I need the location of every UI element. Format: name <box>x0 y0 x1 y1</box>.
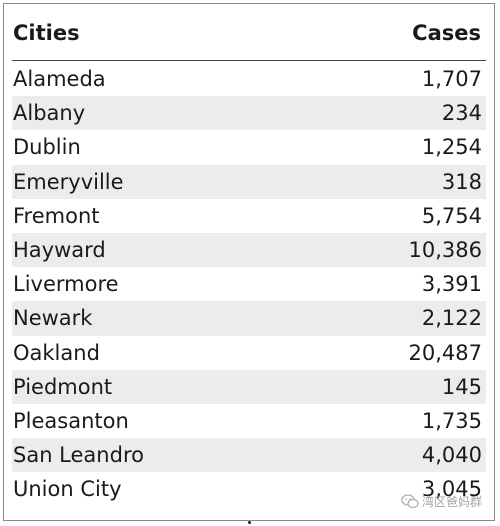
cases-table: Cities Cases Alameda 1,707 Albany 234 Dublin… <box>3 3 495 521</box>
cases-cell: 4,040 <box>421 443 482 468</box>
table-header: Cities Cases <box>13 16 481 50</box>
cases-cell: 20,487 <box>408 340 482 365</box>
cases-cell: 10,386 <box>408 238 482 263</box>
city-cell: Emeryville <box>13 169 124 194</box>
city-cell: Livermore <box>13 272 119 297</box>
table-row: Pleasanton 1,735 <box>12 404 486 438</box>
table-row: Fremont 5,754 <box>12 199 486 233</box>
city-cell: Pleasanton <box>13 408 129 433</box>
city-cell: Oakland <box>13 340 100 365</box>
cases-cell: 1,735 <box>421 408 482 433</box>
cases-cell: 3,045 <box>421 477 482 502</box>
wechat-icon <box>401 494 419 509</box>
city-cell: San Leandro <box>13 443 144 468</box>
watermark: 湾区爸妈群 <box>401 493 482 510</box>
table-row: Oakland 20,487 <box>12 336 486 370</box>
table-row: Emeryville 318 <box>12 164 486 199</box>
cases-cell: 234 <box>441 101 482 126</box>
cases-cell: 1,254 <box>421 135 482 160</box>
table-row: Alameda 1,707 <box>12 62 486 96</box>
table-body: Alameda 1,707 Albany 234 Dublin 1,254 Emeryvil… <box>12 62 486 506</box>
table-row: Union City 3,045 <box>12 472 486 506</box>
table-row: Piedmont 145 <box>12 369 486 404</box>
cases-cell: 3,391 <box>421 272 482 297</box>
watermark-text: 湾区爸妈群 <box>421 495 482 509</box>
table-row: Hayward 10,386 <box>12 232 486 268</box>
city-cell: Piedmont <box>13 374 113 399</box>
header-cases: Cases <box>412 21 481 45</box>
table-row: Albany 234 <box>12 96 486 131</box>
city-cell: Newark <box>13 306 93 331</box>
header-cities: Cities <box>13 21 80 45</box>
table-row: Dublin 1,254 <box>12 130 486 164</box>
cases-cell: 1,707 <box>421 67 482 92</box>
city-cell: Albany <box>13 101 86 126</box>
cases-cell: 2,122 <box>421 306 482 331</box>
city-cell: Fremont <box>13 203 100 228</box>
city-cell: Dublin <box>13 135 81 160</box>
city-cell: Alameda <box>13 67 106 92</box>
cases-cell: 5,754 <box>421 203 482 228</box>
city-cell: Hayward <box>13 238 106 263</box>
page-dot <box>248 521 251 524</box>
cases-cell: 145 <box>441 374 482 399</box>
header-divider <box>12 60 486 61</box>
table-row: San Leandro 4,040 <box>12 438 486 473</box>
cases-cell: 318 <box>441 169 482 194</box>
city-cell: Union City <box>13 477 122 502</box>
table-row: Livermore 3,391 <box>12 267 486 301</box>
table-row: Newark 2,122 <box>12 301 486 336</box>
